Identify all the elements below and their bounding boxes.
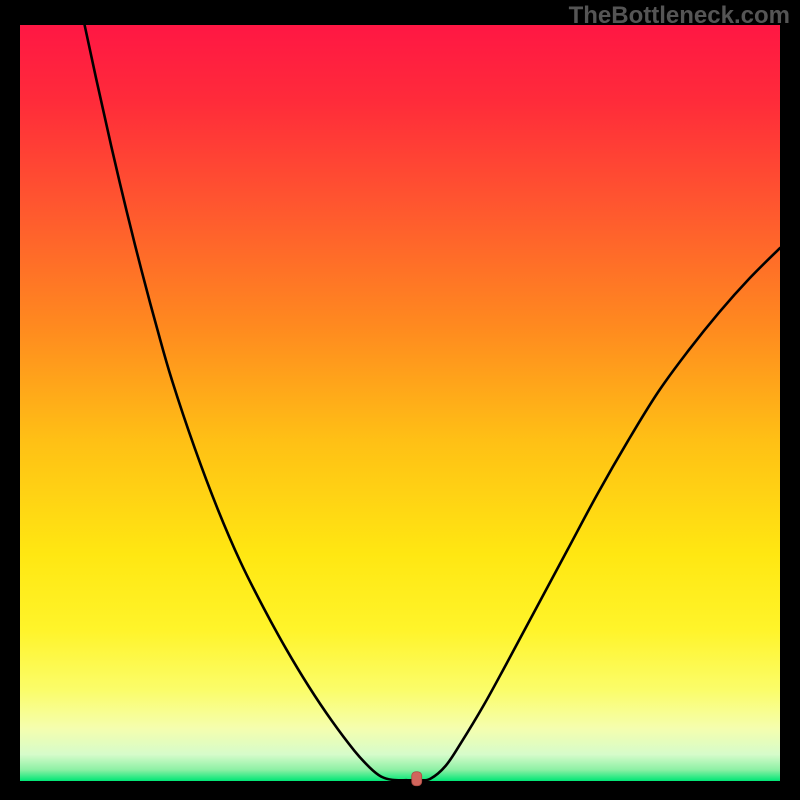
plot-area-gradient	[20, 25, 780, 781]
figure-container: TheBottleneck.com	[0, 0, 800, 800]
bottleneck-curve-chart	[0, 0, 800, 800]
watermark-text: TheBottleneck.com	[569, 2, 790, 30]
minimum-marker	[412, 772, 422, 786]
